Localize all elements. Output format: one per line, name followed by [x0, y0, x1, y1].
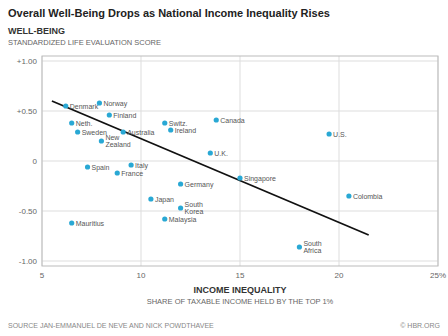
point-label-line: Africa: [303, 247, 321, 254]
point: [121, 129, 126, 134]
point: [237, 175, 242, 180]
point-label: Sweden: [82, 129, 107, 136]
point-label: Japan: [155, 196, 174, 204]
point: [346, 193, 351, 198]
credit: © HBR.ORG: [400, 322, 440, 329]
grid-line-x: [240, 56, 241, 266]
point: [107, 112, 112, 117]
point: [75, 129, 80, 134]
y-tick-label: -1.00: [19, 257, 38, 266]
point-label: Switz.: [169, 120, 188, 127]
point-label-line: U.K.: [214, 150, 228, 157]
point-label-line: Finland: [113, 112, 136, 119]
point: [99, 138, 104, 143]
point-label-line: Singapore: [244, 175, 276, 183]
chart: Overall Well-Being Drops as National Inc…: [0, 0, 448, 336]
point-label-line: U.S.: [333, 131, 347, 138]
point-label-line: Italy: [135, 162, 148, 170]
point-label: Finland: [113, 112, 136, 119]
point: [148, 196, 153, 201]
point-label: U.K.: [214, 150, 228, 157]
point: [69, 120, 74, 125]
y-tick-label: 0: [33, 157, 38, 166]
point-label: Malaysia: [169, 216, 197, 224]
point-label: SouthAfrica: [303, 240, 321, 255]
point-label: NewZealand: [105, 134, 130, 149]
plot-frame: [42, 56, 438, 266]
point: [69, 220, 74, 225]
point-label-line: Korea: [185, 208, 204, 215]
point: [85, 164, 90, 169]
point-label-line: Spain: [92, 164, 110, 172]
point: [214, 117, 219, 122]
point-label: Colombia: [353, 193, 383, 200]
x-axis-note: SHARE OF TAXABLE INCOME HELD BY THE TOP …: [147, 297, 334, 306]
point-label: Spain: [92, 164, 110, 172]
grid-line-x: [339, 56, 340, 266]
point-label-line: Neth.: [76, 120, 93, 127]
point-label: SouthKorea: [185, 201, 204, 216]
point-label-line: Denmark: [70, 103, 99, 110]
x-tick-label: 25%: [430, 271, 446, 280]
point-label: Denmark: [70, 103, 99, 110]
x-tick-label: 20: [335, 271, 344, 280]
point: [129, 162, 134, 167]
point-label: Canada: [220, 117, 245, 124]
point-label-line: New: [105, 134, 120, 141]
point-label: Germany: [185, 181, 214, 189]
point-label: U.S.: [333, 131, 347, 138]
y-tick-label: +0.50: [17, 107, 38, 116]
y-axis-note: STANDARDIZED LIFE EVALUATION SCORE: [8, 38, 161, 47]
point-label: Italy: [135, 162, 148, 170]
point-label-line: Switz.: [169, 120, 188, 127]
y-tick-label: -0.50: [19, 207, 38, 216]
x-axis-label: INCOME INEQUALITY: [193, 285, 286, 295]
point-label-line: Norway: [103, 100, 127, 108]
point: [168, 127, 173, 132]
point-label-line: Australia: [127, 129, 154, 136]
point-label: Ireland: [175, 127, 197, 134]
point-label: Norway: [103, 100, 127, 108]
x-tick-label: 15: [236, 271, 245, 280]
x-tick-label: 10: [137, 271, 146, 280]
point-label-line: South: [303, 240, 321, 247]
point-label-line: Mauritius: [76, 220, 105, 227]
y-tick-label: +1.00: [17, 57, 38, 66]
y-axis-label: WELL-BEING: [8, 26, 65, 36]
point-label-line: Malaysia: [169, 216, 197, 224]
background: [0, 0, 448, 336]
point-label: Singapore: [244, 175, 276, 183]
x-tick-label: 5: [40, 271, 45, 280]
point-label-line: Canada: [220, 117, 245, 124]
point-label-line: Colombia: [353, 193, 383, 200]
point-labels: Denmark Norway Finland Neth. SwedenNewZealan…: [70, 100, 383, 255]
point-label-line: South: [185, 201, 203, 208]
point: [297, 244, 302, 249]
point-label-line: Ireland: [175, 127, 197, 134]
point: [178, 205, 183, 210]
point: [63, 103, 68, 108]
source: SOURCE JAN-EMMANUEL DE NEVE AND NICK POW…: [8, 322, 214, 329]
point-label-line: Japan: [155, 196, 174, 204]
trend-line: [52, 101, 369, 235]
point: [178, 181, 183, 186]
marks: [52, 100, 369, 249]
point: [162, 216, 167, 221]
point-label-line: Germany: [185, 181, 214, 189]
point-label: Mauritius: [76, 220, 105, 227]
point-label: Neth.: [76, 120, 93, 127]
point: [208, 150, 213, 155]
title: Overall Well-Being Drops as National Inc…: [8, 7, 330, 19]
point: [162, 120, 167, 125]
point: [115, 170, 120, 175]
point-label-line: France: [121, 170, 143, 177]
grid: [42, 56, 438, 266]
point-label: France: [121, 170, 143, 177]
point-label-line: Zealand: [105, 141, 130, 148]
point: [327, 131, 332, 136]
point-label-line: Sweden: [82, 129, 107, 136]
point-label: Australia: [127, 129, 154, 136]
